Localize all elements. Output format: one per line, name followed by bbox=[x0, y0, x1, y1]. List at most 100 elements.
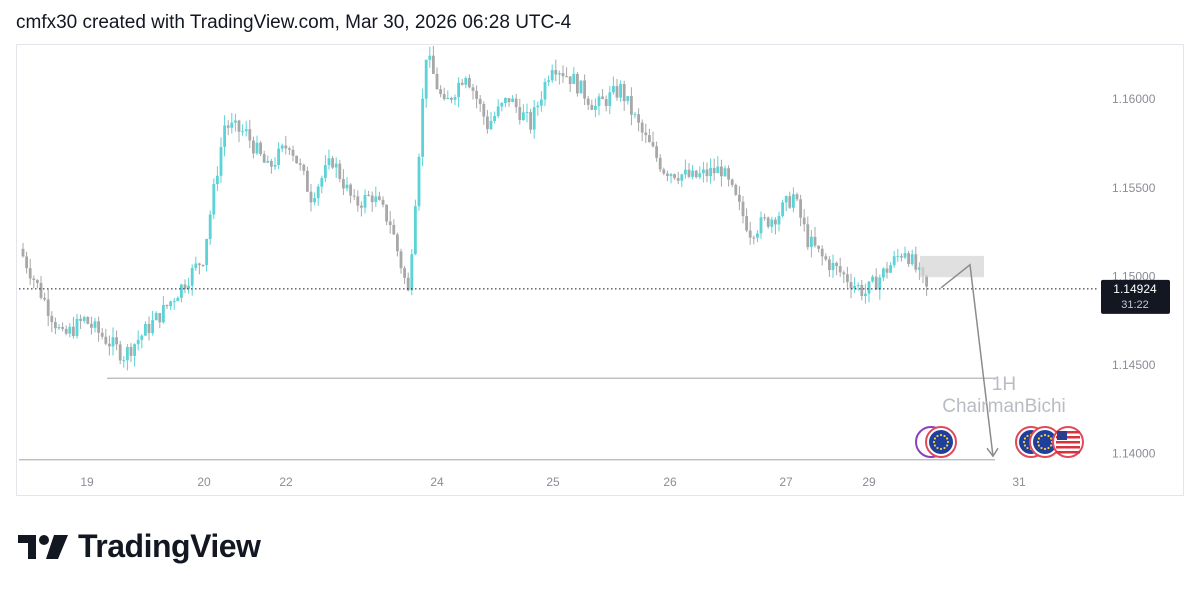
candle-body bbox=[795, 194, 799, 200]
eu-flag-icon[interactable] bbox=[1029, 426, 1061, 458]
candle-body bbox=[763, 217, 766, 219]
us-flag-icon[interactable] bbox=[1052, 426, 1084, 458]
candle-body bbox=[248, 129, 252, 141]
candle-body bbox=[774, 219, 777, 225]
candle-body bbox=[770, 219, 774, 227]
candle-body bbox=[597, 96, 601, 106]
candle-body bbox=[518, 107, 522, 121]
candle-body bbox=[414, 206, 417, 255]
candle-body bbox=[68, 326, 72, 334]
candle-body bbox=[385, 204, 388, 222]
candle-body bbox=[435, 73, 439, 90]
candle-body bbox=[36, 279, 39, 283]
candle-body bbox=[547, 80, 550, 82]
candle-body bbox=[802, 217, 806, 225]
candle-body bbox=[500, 102, 504, 107]
candle-body bbox=[712, 167, 716, 174]
candle-body bbox=[730, 179, 734, 185]
candle-body bbox=[460, 82, 464, 85]
y-tick-label: 1.16000 bbox=[1112, 92, 1156, 106]
candle-body bbox=[756, 233, 759, 238]
candle-body bbox=[568, 76, 572, 84]
candle-body bbox=[75, 318, 79, 337]
candle-body bbox=[439, 89, 442, 95]
eu-flag-icon[interactable] bbox=[925, 426, 957, 458]
tradingview-brand: TradingView bbox=[18, 528, 261, 565]
candle-body bbox=[345, 184, 349, 189]
candle-body bbox=[784, 196, 788, 203]
projection-path[interactable] bbox=[940, 263, 994, 457]
candle-body bbox=[349, 184, 352, 196]
candle-body bbox=[604, 99, 608, 107]
candle-body bbox=[306, 170, 309, 192]
candle-body bbox=[72, 326, 75, 337]
x-tick-label: 25 bbox=[546, 475, 560, 489]
candle-body bbox=[727, 168, 730, 180]
x-tick-label: 20 bbox=[197, 475, 211, 489]
candle-body bbox=[860, 285, 864, 297]
chart-panel[interactable]: 1.16000 1.15500 1.15000 1.14500 1.14000 19 20 2… bbox=[16, 44, 1184, 496]
candle-body bbox=[615, 86, 619, 98]
candle-body bbox=[50, 315, 54, 323]
candle-body bbox=[118, 344, 122, 361]
resistance-zone[interactable] bbox=[920, 255, 984, 278]
candle-body bbox=[504, 98, 507, 103]
candle-body bbox=[39, 282, 43, 298]
candle-body bbox=[356, 196, 360, 206]
candle-body bbox=[828, 259, 831, 270]
candle-body bbox=[115, 337, 118, 345]
candle-body bbox=[529, 112, 532, 130]
candle-body bbox=[720, 166, 723, 177]
candle-body bbox=[381, 199, 385, 205]
candle-body bbox=[666, 173, 669, 177]
candle-body bbox=[684, 169, 687, 175]
candle-body bbox=[882, 268, 885, 278]
candle-body bbox=[284, 145, 288, 149]
candle-body bbox=[792, 194, 795, 208]
candle-body bbox=[658, 157, 662, 170]
candle-body bbox=[576, 73, 579, 94]
candle-body bbox=[496, 106, 500, 116]
candle-body bbox=[759, 217, 763, 234]
candle-body bbox=[270, 160, 273, 167]
y-tick-label: 1.15500 bbox=[1112, 181, 1156, 195]
candle-body bbox=[900, 256, 903, 258]
candle-body bbox=[32, 278, 36, 280]
credit-header: cmfx30 created with TradingView.com, Mar… bbox=[16, 12, 572, 33]
candle-body bbox=[752, 237, 756, 239]
candle-body bbox=[280, 145, 284, 149]
candle-body bbox=[392, 224, 396, 235]
candle-body bbox=[579, 80, 583, 94]
candle-body bbox=[630, 96, 633, 115]
candle-body bbox=[864, 293, 867, 297]
candle-body bbox=[352, 195, 356, 197]
candle-body bbox=[154, 313, 158, 321]
candle-body bbox=[54, 322, 57, 329]
candle-body bbox=[453, 97, 457, 100]
candle-body bbox=[514, 98, 518, 108]
candle-body bbox=[522, 112, 525, 121]
candle-body bbox=[608, 92, 612, 107]
candle-body bbox=[126, 346, 129, 361]
candle-body bbox=[468, 77, 471, 88]
candle-body bbox=[302, 164, 306, 171]
candle-body bbox=[198, 263, 201, 266]
candle-body bbox=[662, 169, 666, 174]
candle-body bbox=[100, 332, 104, 337]
candle-body bbox=[298, 163, 302, 165]
candle-body bbox=[565, 76, 568, 78]
candle-body bbox=[417, 156, 421, 207]
candle-body bbox=[410, 254, 414, 291]
candle-body bbox=[61, 327, 64, 329]
candle-body bbox=[486, 116, 489, 130]
candle-body bbox=[698, 173, 702, 178]
candle-body bbox=[910, 254, 914, 265]
candle-body bbox=[223, 125, 226, 147]
x-tick-label: 22 bbox=[279, 475, 293, 489]
candle-body bbox=[180, 284, 183, 298]
candle-body bbox=[252, 140, 255, 154]
candle-body bbox=[781, 202, 784, 216]
candle-body bbox=[572, 73, 576, 84]
candle-body bbox=[360, 205, 363, 208]
